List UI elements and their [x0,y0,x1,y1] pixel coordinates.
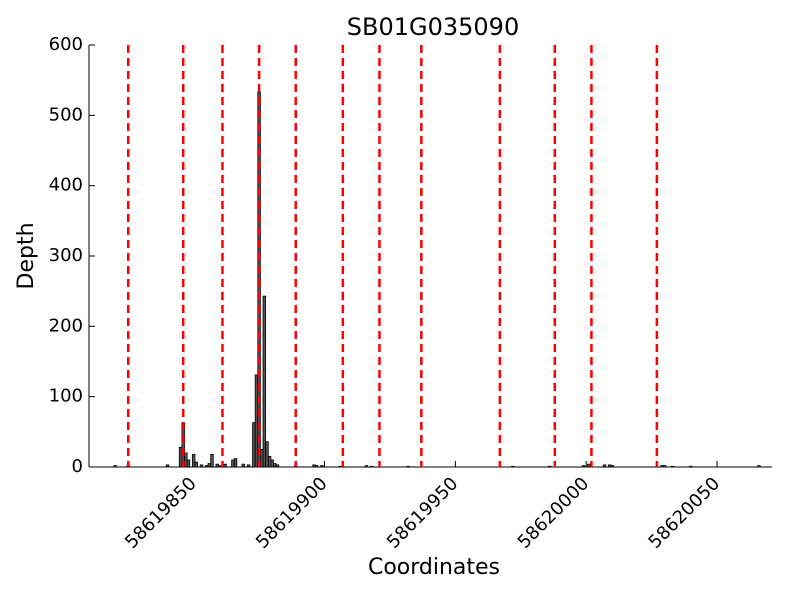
bar [670,465,675,468]
bar [113,465,117,468]
bar [581,465,586,468]
bar [210,453,214,468]
x-tick-label: 58620050 [644,473,724,553]
x-tick-label: 58619950 [383,473,463,553]
y-tick-label: 200 [49,315,83,336]
bar [547,465,552,468]
bar [265,441,269,468]
bar [602,464,607,468]
bar [689,465,693,468]
bar [218,465,222,468]
bar [233,458,238,468]
bar [663,465,667,468]
bar [338,465,342,468]
y-tick-label: 400 [49,175,83,196]
bar [314,465,319,468]
bar [191,453,196,468]
bar [194,461,198,468]
y-axis-label: Depth [14,222,39,289]
x-tick-label: 58620000 [514,473,594,553]
bar [610,465,615,468]
x-tick-label: 58619900 [252,473,332,553]
y-tick-label: 500 [49,104,83,125]
bar [587,463,591,468]
bar [262,295,267,468]
bar [275,464,280,468]
bar [511,465,515,468]
bar [241,463,246,468]
y-tick-label: 0 [72,456,83,477]
bar [246,464,251,468]
bar [369,465,374,468]
y-tick-label: 100 [49,386,83,407]
x-axis-label: Coordinates [368,555,500,580]
bar [223,463,227,468]
bar [757,465,761,468]
bar [406,465,410,468]
y-tick-label: 300 [49,245,83,266]
x-tick-label: 58619850 [121,473,201,553]
bar [320,465,324,468]
y-tick-label: 600 [49,34,83,55]
bar [199,464,204,468]
chart-title: SB01G035090 [347,13,519,41]
bar [165,464,170,468]
bar [186,459,191,468]
bar [364,465,369,468]
